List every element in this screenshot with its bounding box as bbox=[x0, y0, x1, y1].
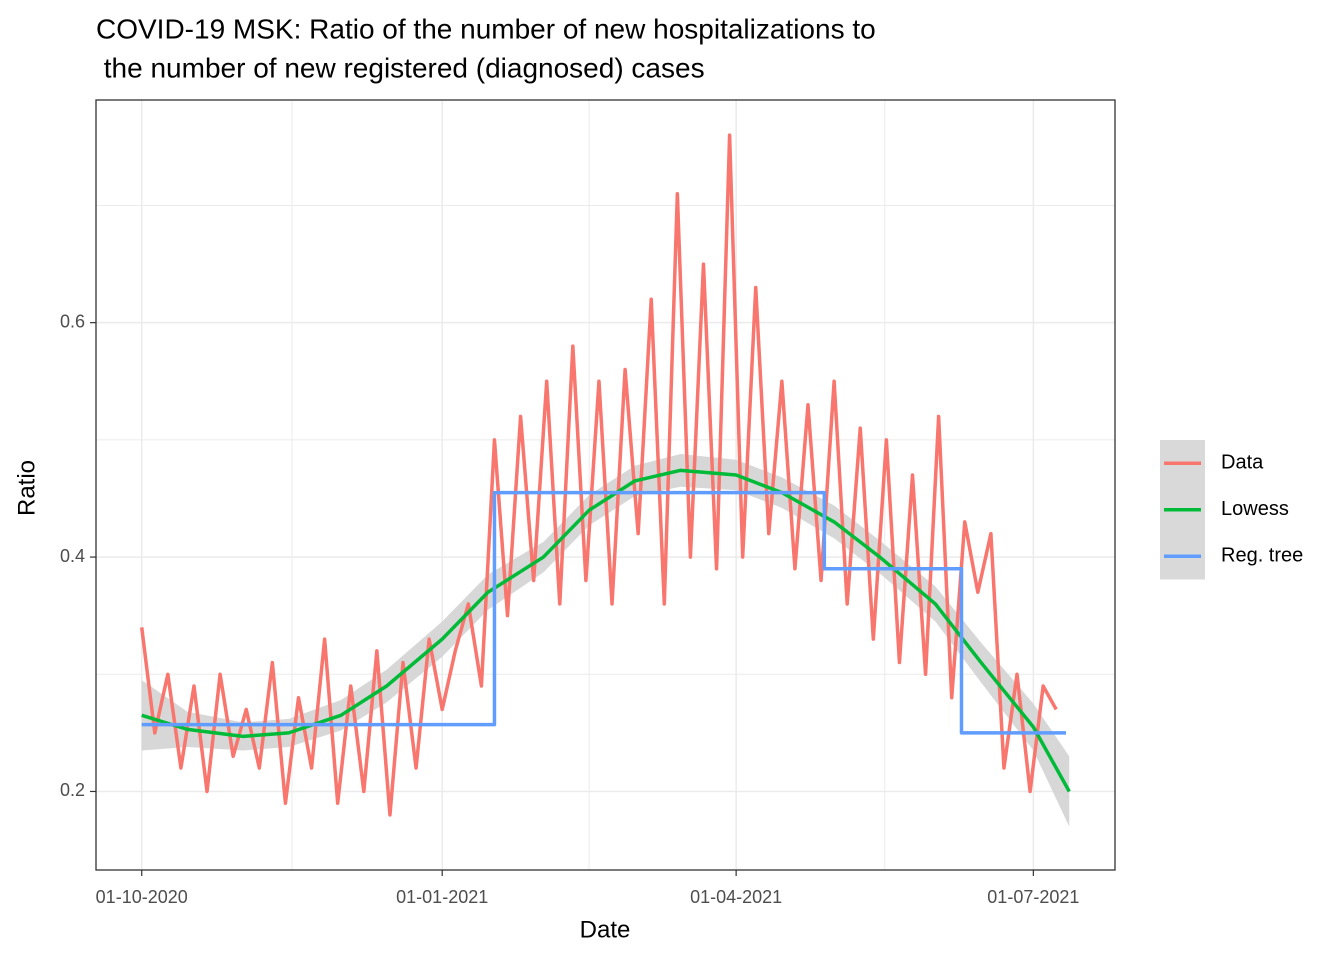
data-line bbox=[141, 490, 1067, 735]
legend-label: Reg. tree bbox=[1221, 545, 1303, 567]
legend-label: Data bbox=[1221, 452, 1264, 474]
y-axis-label: Ratio bbox=[13, 460, 40, 516]
data-line bbox=[141, 468, 1071, 793]
y-tick-label: 0.6 bbox=[60, 311, 85, 331]
x-tick-label: 01-04-2021 bbox=[690, 887, 782, 907]
chart-title: COVID-19 MSK: Ratio of the number of new… bbox=[96, 13, 876, 44]
x-tick-label: 01-07-2021 bbox=[987, 887, 1079, 907]
plot-border bbox=[95, 99, 1116, 871]
y-tick-label: 0.4 bbox=[60, 546, 85, 566]
legend-label: Lowess bbox=[1221, 498, 1289, 520]
chart-title: the number of new registered (diagnosed)… bbox=[96, 52, 705, 83]
x-axis-label: Date bbox=[580, 916, 631, 943]
x-tick-label: 01-01-2021 bbox=[396, 887, 488, 907]
y-tick-label: 0.2 bbox=[60, 780, 85, 800]
x-tick-label: 01-10-2020 bbox=[96, 887, 188, 907]
